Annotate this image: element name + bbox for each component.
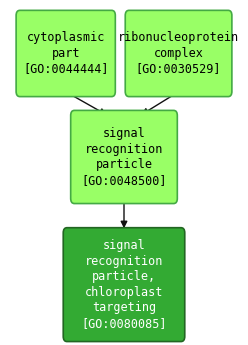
FancyBboxPatch shape: [16, 10, 115, 97]
FancyBboxPatch shape: [125, 10, 232, 97]
Text: cytoplasmic
part
[GO:0044444]: cytoplasmic part [GO:0044444]: [23, 31, 108, 76]
Text: signal
recognition
particle,
chloroplast
targeting
[GO:0080085]: signal recognition particle, chloroplast…: [81, 239, 167, 330]
Text: signal
recognition
particle
[GO:0048500]: signal recognition particle [GO:0048500]: [81, 127, 167, 187]
Text: ribonucleoprotein
complex
[GO:0030529]: ribonucleoprotein complex [GO:0030529]: [118, 31, 239, 76]
FancyBboxPatch shape: [63, 228, 185, 342]
FancyBboxPatch shape: [71, 110, 177, 204]
